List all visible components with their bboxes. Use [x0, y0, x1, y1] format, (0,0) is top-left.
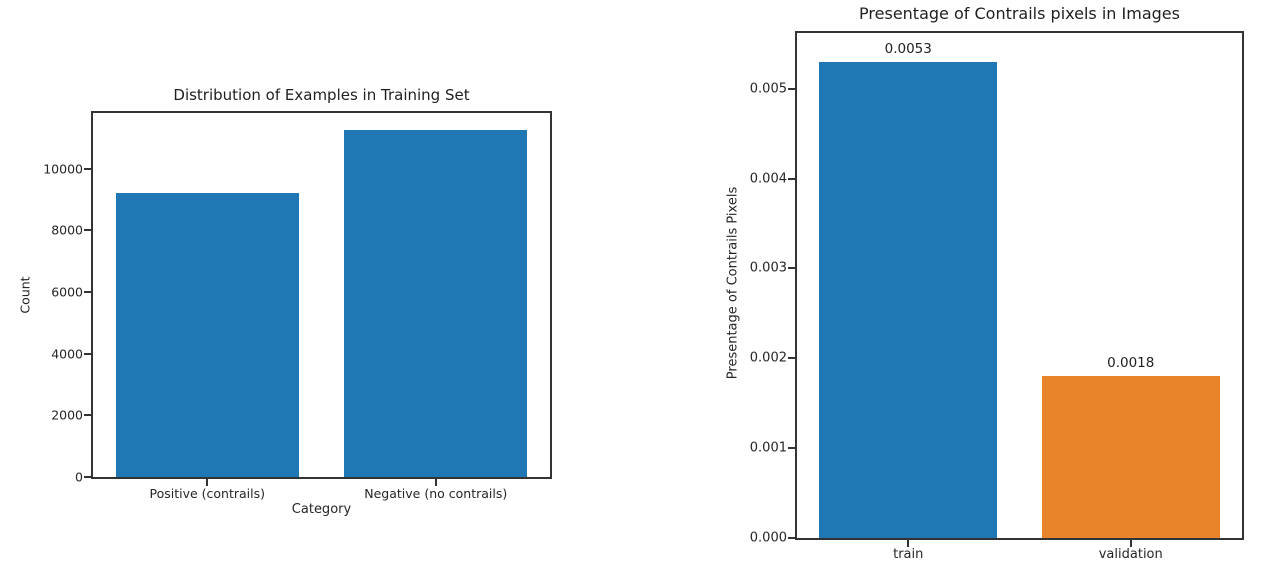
y-tick-label: 0.000	[749, 530, 787, 546]
x-tick-label: train	[893, 547, 924, 562]
y-tick-label: 4000	[51, 346, 83, 362]
x-axis-label: Category	[291, 502, 352, 517]
y-tick-label: 0.001	[749, 440, 787, 456]
y-tick-mark	[788, 177, 795, 180]
bar-negative-no-contrails	[344, 129, 528, 477]
x-tick-label: validation	[1098, 547, 1163, 562]
y-tick-mark	[788, 357, 795, 360]
y-tick-mark	[84, 229, 91, 232]
bar-positive-contrails	[115, 193, 299, 477]
x-tick-mark	[434, 479, 437, 486]
chart-title: Distribution of Examples in Training Set	[173, 86, 470, 104]
y-tick-label: 0.003	[749, 260, 787, 276]
x-tick-mark	[206, 479, 209, 486]
y-tick-label: 0.002	[749, 350, 787, 366]
bar-train	[819, 61, 998, 538]
y-axis-label: Presentage of Contrails Pixels	[725, 186, 741, 380]
y-tick-mark	[788, 447, 795, 450]
y-tick-label: 8000	[51, 222, 83, 238]
y-tick-label: 10000	[43, 161, 83, 177]
bar-value-label: 0.0053	[884, 40, 932, 57]
y-tick-mark	[84, 290, 91, 293]
y-tick-mark	[788, 87, 795, 90]
y-axis-label: Count	[17, 276, 33, 314]
y-tick-label: 2000	[51, 407, 83, 423]
plot-area: 0.000 0.001 0.002 0.003 0.004 0.005 train 0.005…	[750, 31, 1244, 562]
y-tick-label: 0	[75, 469, 83, 485]
y-tick-label: 0.005	[749, 81, 787, 97]
y-tick-mark	[84, 167, 91, 170]
x-tick-label: Negative (no contrails)	[364, 486, 508, 501]
y-tick-mark	[84, 414, 91, 417]
plot-area: 0 2000 4000 6000 8000 10000 Positive (contrail…	[43, 111, 552, 501]
y-tick-mark	[788, 537, 795, 539]
x-tick-mark	[907, 540, 910, 547]
y-tick-mark	[84, 352, 91, 355]
y-tick-mark	[84, 476, 91, 478]
chart-title: Presentage of Contrails pixels in Images	[859, 4, 1180, 23]
x-tick-mark	[1129, 540, 1132, 547]
y-tick-label: 0.004	[749, 171, 787, 187]
y-tick-mark	[788, 267, 795, 270]
bar-validation	[1041, 376, 1220, 538]
bar-value-label: 0.0018	[1107, 355, 1155, 372]
y-tick-label: 6000	[51, 284, 83, 300]
x-tick-label: Positive (contrails)	[149, 486, 266, 501]
